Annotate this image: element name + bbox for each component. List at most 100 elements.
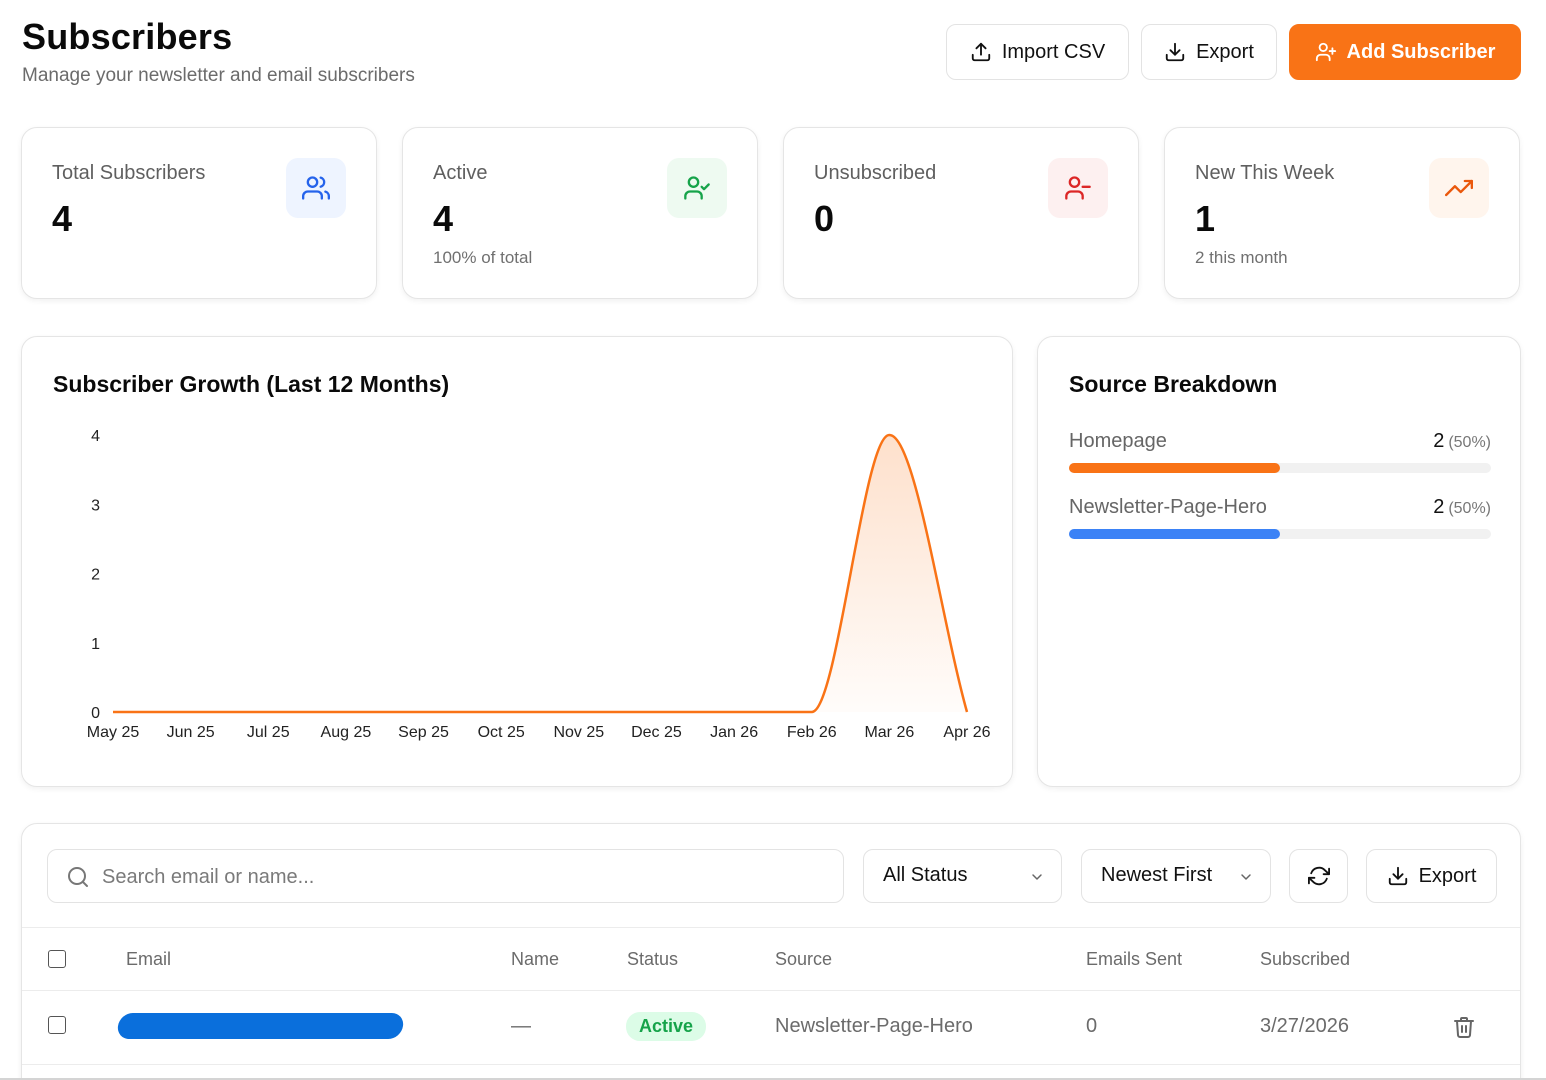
column-header-email[interactable]: Email xyxy=(126,949,172,969)
row-source: Newsletter-Page-Hero xyxy=(775,1015,973,1037)
column-header-subscribed[interactable]: Subscribed xyxy=(1260,949,1351,969)
users-icon xyxy=(302,176,330,200)
source-breakdown-title: Source Breakdown xyxy=(1069,371,1278,397)
table-row[interactable]: — Active Newsletter-Page-Hero 0 3/27/202… xyxy=(22,991,1520,1065)
x-tick-label: Sep 25 xyxy=(398,724,449,741)
search-box xyxy=(47,849,844,903)
refresh-button[interactable] xyxy=(1289,849,1348,903)
row-name: — xyxy=(511,1015,531,1037)
y-tick-label: 1 xyxy=(91,636,100,653)
x-tick-label: Dec 25 xyxy=(631,724,682,741)
source-value: 2 (50%) xyxy=(1433,430,1491,453)
source-value: 2 (50%) xyxy=(1433,496,1491,519)
source-percent: (50%) xyxy=(1448,500,1491,517)
stat-subtext: 100% of total xyxy=(433,248,533,267)
export-label: Export xyxy=(1196,40,1254,63)
row-subscribed-date: 3/27/2026 xyxy=(1260,1015,1349,1037)
page-subtitle: Manage your newsletter and email subscri… xyxy=(22,65,415,86)
sort-select[interactable]: Newest First xyxy=(1081,849,1271,903)
trash-icon[interactable] xyxy=(1452,1015,1476,1039)
stat-value: 4 xyxy=(433,198,454,239)
column-header-source[interactable]: Source xyxy=(775,949,833,969)
refresh-icon xyxy=(1307,866,1330,886)
stat-card-unsubscribed: Unsubscribed 0 xyxy=(783,127,1139,299)
stat-icon-box xyxy=(1048,158,1108,218)
source-breakdown-card: Source Breakdown Homepage 2 (50%) Newslet… xyxy=(1037,336,1521,787)
x-tick-label: May 25 xyxy=(87,724,140,741)
x-tick-label: Mar 26 xyxy=(864,724,914,741)
growth-area xyxy=(113,435,967,712)
user-minus-icon xyxy=(1065,176,1091,200)
stat-label: Unsubscribed xyxy=(814,162,937,184)
x-tick-label: Oct 25 xyxy=(478,724,525,741)
table-export-label: Export xyxy=(1418,864,1477,887)
column-header-emails-sent[interactable]: Emails Sent xyxy=(1086,949,1183,969)
status-filter-value: All Status xyxy=(883,864,968,886)
add-subscriber-label: Add Subscriber xyxy=(1346,40,1496,63)
import-csv-button[interactable]: Import CSV xyxy=(946,24,1129,80)
stat-card-new-this-week: New This Week 1 2 this month xyxy=(1164,127,1520,299)
stat-icon-box xyxy=(667,158,727,218)
source-count: 2 xyxy=(1433,430,1445,452)
x-tick-label: Jul 25 xyxy=(247,724,290,741)
upload-icon xyxy=(971,42,990,62)
user-plus-icon xyxy=(1315,42,1336,62)
chevron-down-icon xyxy=(1032,874,1042,880)
sort-value: Newest First xyxy=(1101,864,1213,886)
stat-value: 0 xyxy=(814,198,835,239)
status-badge: Active xyxy=(626,1012,707,1041)
source-percent: (50%) xyxy=(1448,434,1491,451)
page-title: Subscribers xyxy=(22,16,233,57)
growth-chart: 0 1 2 3 4 May 25 Jun 25 Jul 25 Aug 25 Sep 25 Oct 2… xyxy=(87,428,991,741)
bottom-divider xyxy=(0,1078,1546,1080)
stat-icon-box xyxy=(286,158,346,218)
import-csv-label: Import CSV xyxy=(1001,40,1106,63)
x-tick-label: Aug 25 xyxy=(321,724,372,741)
user-check-icon xyxy=(684,176,710,200)
table-header: Email Name Status Source Emails Sent Sub… xyxy=(22,927,1520,991)
x-tick-label: Jun 25 xyxy=(167,724,215,741)
search-icon xyxy=(68,867,88,887)
trending-up-icon xyxy=(1445,179,1473,197)
stat-value: 1 xyxy=(1195,198,1216,239)
row-emails-sent: 0 xyxy=(1086,1015,1098,1037)
source-bar-track xyxy=(1069,463,1491,473)
redacted-email xyxy=(116,1013,405,1039)
chart-title: Subscriber Growth (Last 12 Months) xyxy=(53,371,450,397)
search-input[interactable] xyxy=(102,862,802,892)
source-row-newsletter-page-hero: Newsletter-Page-Hero 2 (50%) xyxy=(1069,496,1491,556)
add-subscriber-button[interactable]: Add Subscriber xyxy=(1289,24,1521,80)
download-icon xyxy=(1388,866,1407,886)
source-name: Homepage xyxy=(1069,430,1167,452)
export-button[interactable]: Export xyxy=(1141,24,1277,80)
x-tick-label: Feb 26 xyxy=(787,724,837,741)
stat-icon-box xyxy=(1429,158,1489,218)
chevron-down-icon xyxy=(1241,874,1251,880)
column-header-name[interactable]: Name xyxy=(511,949,560,969)
table-export-button[interactable]: Export xyxy=(1366,849,1497,903)
stat-label: New This Week xyxy=(1195,162,1335,184)
stat-label: Total Subscribers xyxy=(52,162,206,184)
y-tick-label: 2 xyxy=(91,567,100,584)
x-tick-label: Jan 26 xyxy=(710,724,758,741)
subscriber-growth-card: Subscriber Growth (Last 12 Months) 0 1 2 3 4… xyxy=(21,336,1013,787)
stat-subtext: 2 this month xyxy=(1195,248,1288,267)
stat-card-total: Total Subscribers 4 xyxy=(21,127,377,299)
status-filter-select[interactable]: All Status xyxy=(863,849,1062,903)
source-row-homepage: Homepage 2 (50%) xyxy=(1069,430,1491,490)
stat-card-active: Active 4 100% of total xyxy=(402,127,758,299)
stat-value: 4 xyxy=(52,198,73,239)
y-tick-label: 3 xyxy=(91,497,100,514)
select-all-checkbox[interactable] xyxy=(48,950,66,968)
x-tick-label: Nov 25 xyxy=(553,724,604,741)
subscribers-table-card: All Status Newest First Export Email Nam… xyxy=(21,823,1521,1080)
source-bar-track xyxy=(1069,529,1491,539)
source-bar-fill xyxy=(1069,529,1280,539)
row-checkbox[interactable] xyxy=(48,1016,66,1034)
y-tick-label: 4 xyxy=(91,428,100,445)
page-header: Subscribers Manage your newsletter and e… xyxy=(22,16,1522,96)
column-header-status[interactable]: Status xyxy=(627,949,679,969)
y-tick-label: 0 xyxy=(91,705,100,722)
source-count: 2 xyxy=(1433,496,1445,518)
download-icon xyxy=(1165,42,1185,62)
